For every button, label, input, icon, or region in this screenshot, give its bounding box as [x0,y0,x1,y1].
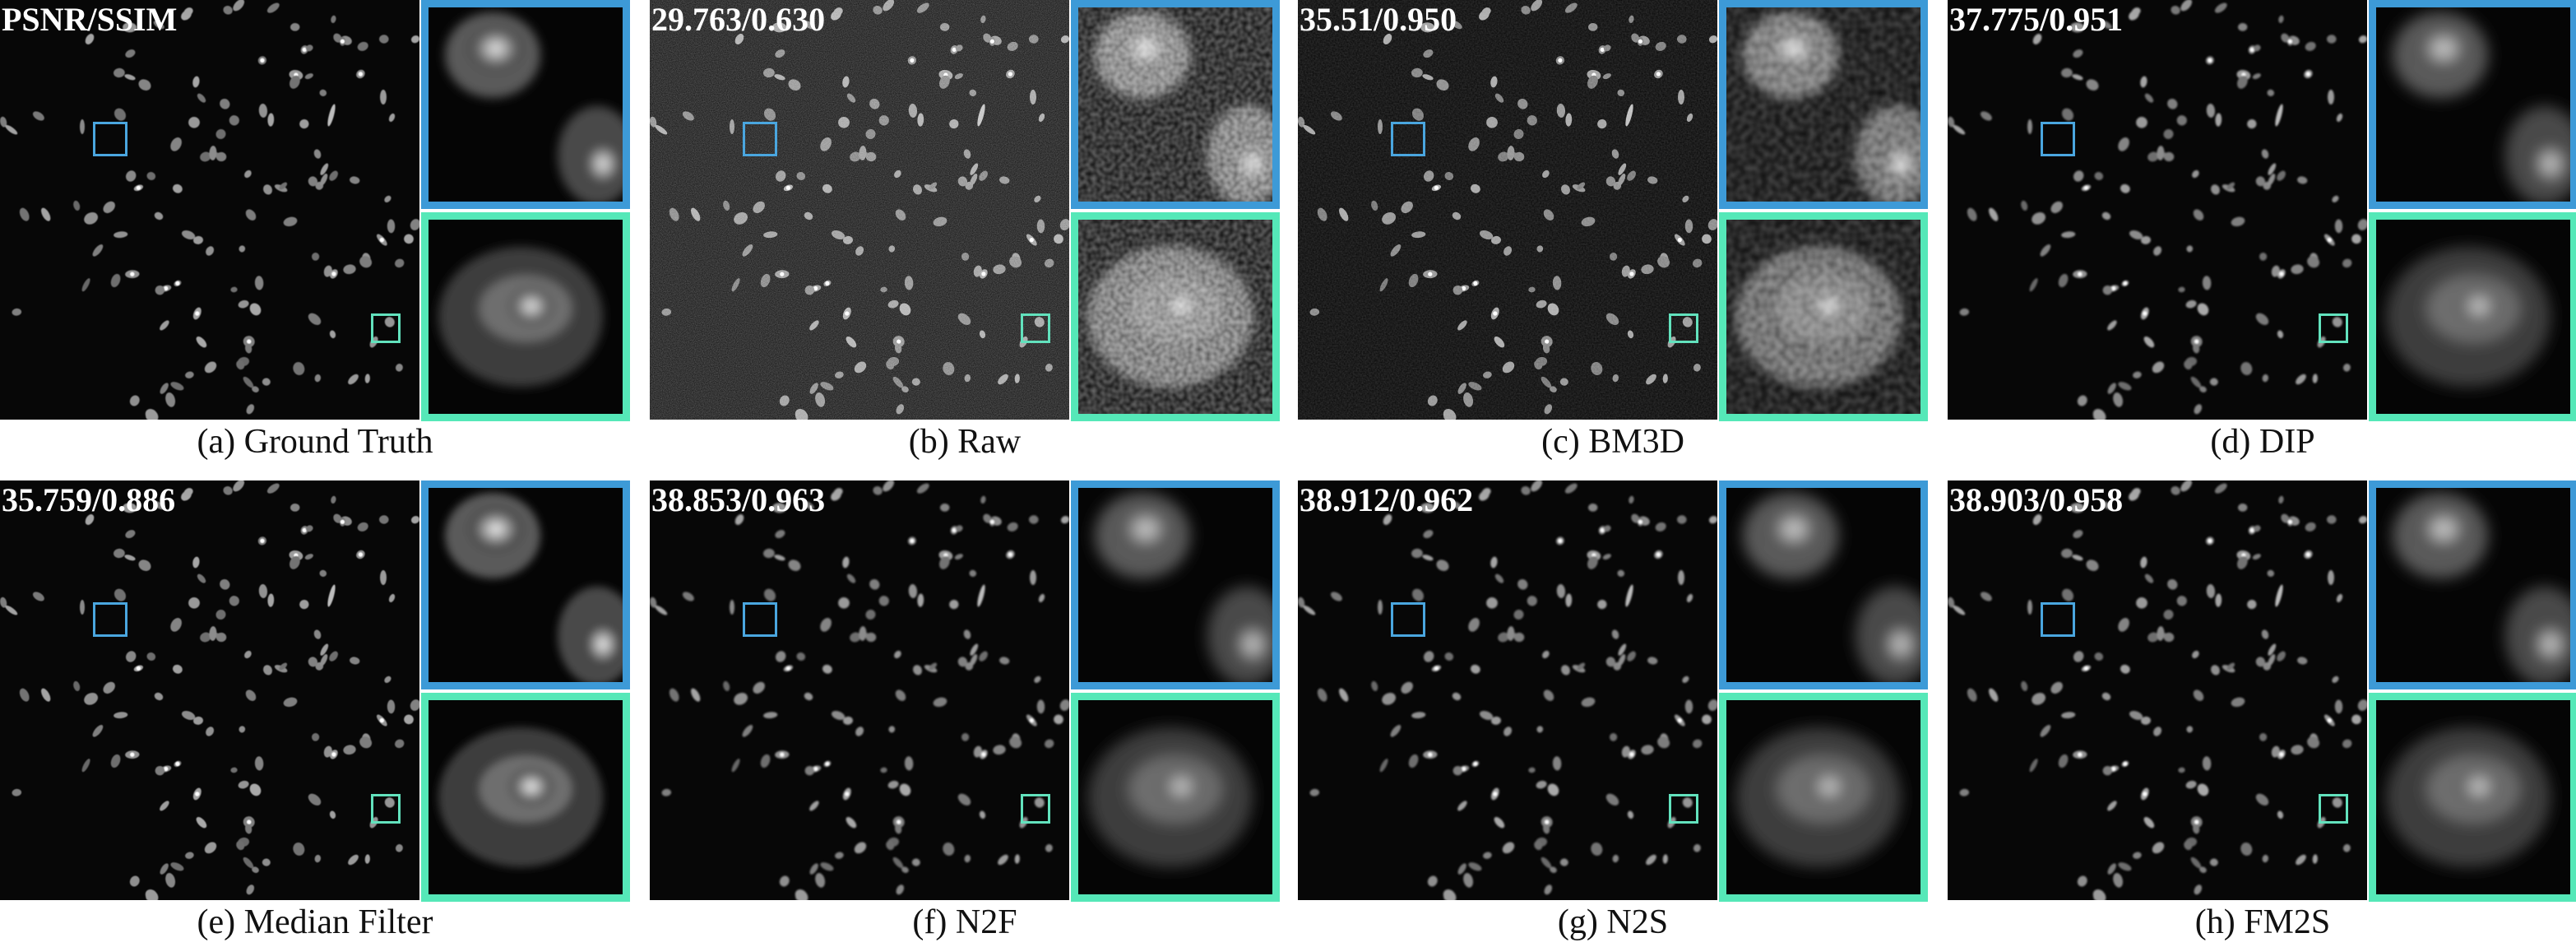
microscopy-image: 37.775/0.951 [1948,0,2367,420]
panel-a: PSNR/SSIM (a) Ground Truth [0,0,630,461]
panel-caption: (e) Median Filter [197,903,433,941]
zoom-inset-green [1719,212,1928,421]
zoom-inset-blue [421,0,630,209]
psnr-ssim-label: 35.51/0.950 [1300,1,1457,38]
zoom-inset-blue [1719,480,1928,689]
microscopy-image: 35.759/0.886 [0,480,419,900]
psnr-ssim-label: 37.775/0.951 [1949,1,2124,38]
zoom-inset-blue [421,480,630,689]
zoom-inset-green [2369,693,2576,902]
psnr-ssim-label: 35.759/0.886 [2,481,176,518]
microscopy-image: 38.912/0.962 [1298,480,1717,900]
roi-box-green [2319,794,2348,824]
roi-box-blue [93,602,127,637]
roi-box-green [1669,313,1698,343]
roi-box-green [1669,794,1698,824]
panel-g: 38.912/0.962 (g) N2S [1298,480,1928,941]
zoom-inset-blue [2369,0,2576,209]
microscopy-image: 38.853/0.963 [650,480,1069,900]
zoom-inset-green [1719,693,1928,902]
roi-box-green [2319,313,2348,343]
panel-b: 29.763/0.630 (b) Raw [650,0,1280,461]
roi-box-green [1021,794,1050,824]
roi-box-blue [1391,122,1425,156]
microscopy-image: 38.903/0.958 [1948,480,2367,900]
panel-c: 35.51/0.950 (c) BM3D [1298,0,1928,461]
zoom-inset-green [421,212,630,421]
microscopy-image: 29.763/0.630 [650,0,1069,420]
roi-box-blue [743,602,777,637]
microscopy-image: PSNR/SSIM [0,0,419,420]
roi-box-blue [2041,602,2075,637]
panel-caption: (f) N2F [912,903,1017,941]
panel-caption: (d) DIP [2210,423,2315,461]
panel-e: 35.759/0.886 (e) Median Filter [0,480,630,941]
panel-f: 38.853/0.963 (f) N2F [650,480,1280,941]
zoom-inset-blue [1719,0,1928,209]
roi-box-green [1021,313,1050,343]
panel-caption: (a) Ground Truth [197,423,433,461]
psnr-ssim-label: 38.912/0.962 [1300,481,1474,518]
zoom-inset-blue [2369,480,2576,689]
zoom-inset-green [1071,693,1280,902]
roi-box-green [371,794,401,824]
panel-h: 38.903/0.958 (h) FM2S [1948,480,2576,941]
roi-box-green [371,313,401,343]
zoom-inset-blue [1071,0,1280,209]
psnr-ssim-label: 38.903/0.958 [1949,481,2124,518]
panel-d: 37.775/0.951 (d) DIP [1948,0,2576,461]
zoom-inset-green [1071,212,1280,421]
roi-box-blue [743,122,777,156]
psnr-ssim-label: PSNR/SSIM [2,1,178,38]
roi-box-blue [93,122,127,156]
roi-box-blue [1391,602,1425,637]
panel-caption: (c) BM3D [1541,423,1684,461]
zoom-inset-blue [1071,480,1280,689]
zoom-inset-green [421,693,630,902]
psnr-ssim-label: 38.853/0.963 [651,481,826,518]
microscopy-image: 35.51/0.950 [1298,0,1717,420]
panel-caption: (g) N2S [1557,903,1669,941]
psnr-ssim-label: 29.763/0.630 [651,1,826,38]
roi-box-blue [2041,122,2075,156]
zoom-inset-green [2369,212,2576,421]
panel-caption: (h) FM2S [2194,903,2331,941]
panel-caption: (b) Raw [908,423,1022,461]
